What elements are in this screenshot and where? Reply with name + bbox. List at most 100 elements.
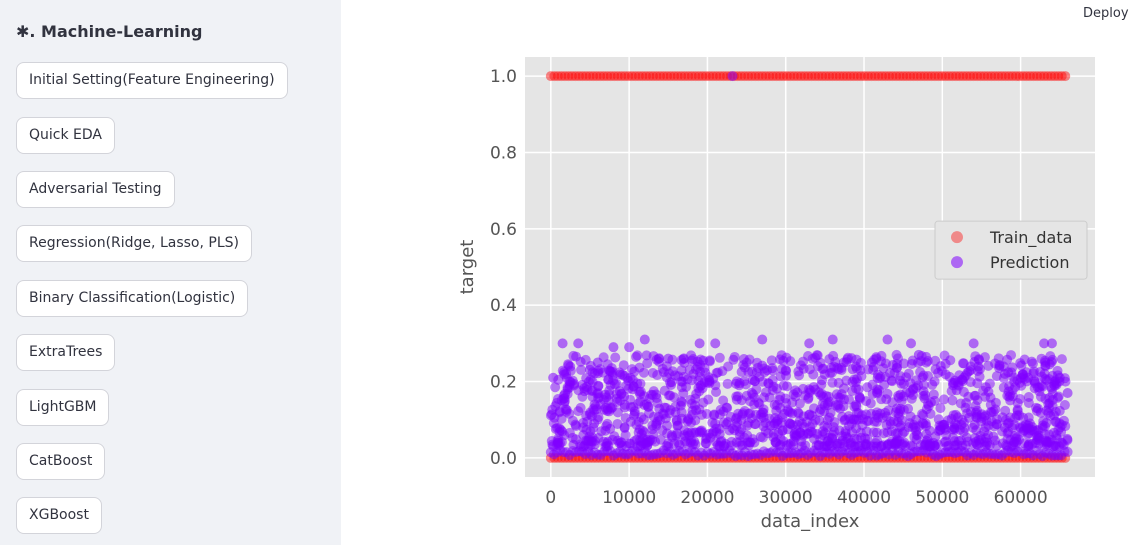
regression-button[interactable]: Regression(Ridge, Lasso, PLS)	[16, 225, 252, 262]
deploy-button[interactable]: Deploy	[1083, 6, 1129, 21]
prediction-point	[580, 439, 591, 450]
prediction-point	[1048, 427, 1059, 438]
train-point	[803, 71, 814, 82]
prediction-point	[1056, 354, 1067, 365]
prediction-point	[648, 411, 659, 422]
prediction-point	[614, 438, 625, 449]
prediction-point	[1035, 366, 1046, 377]
train-point	[623, 71, 634, 82]
prediction-point	[838, 401, 849, 412]
train-point	[605, 71, 616, 82]
train-point	[651, 71, 662, 82]
train-point	[602, 71, 613, 82]
train-point	[598, 71, 609, 82]
train-point	[690, 71, 701, 82]
prediction-point	[832, 438, 843, 449]
prediction-point	[939, 350, 950, 361]
train-point	[1032, 71, 1043, 82]
prediction-point	[683, 414, 694, 425]
train-point	[778, 71, 789, 82]
train-point	[686, 71, 697, 82]
prediction-point	[849, 374, 860, 385]
prediction-point	[1046, 338, 1057, 349]
train-point	[563, 71, 574, 82]
prediction-point	[667, 366, 678, 377]
prediction-point	[827, 334, 838, 345]
binary-classification-button[interactable]: Binary Classification(Logistic)	[16, 280, 249, 317]
train-point	[940, 71, 951, 82]
train-point	[891, 71, 902, 82]
prediction-point	[872, 373, 883, 384]
train-point	[965, 71, 976, 82]
quick-eda-button[interactable]: Quick EDA	[16, 117, 115, 154]
train-point	[1049, 71, 1060, 82]
prediction-point	[830, 356, 841, 367]
prediction-point	[948, 410, 959, 421]
prediction-point	[911, 375, 922, 386]
adversarial-testing-button[interactable]: Adversarial Testing	[16, 171, 175, 208]
prediction-point	[780, 365, 791, 376]
prediction-point	[819, 369, 830, 380]
prediction-point	[747, 375, 758, 386]
prediction-point	[628, 381, 639, 392]
catboost-button[interactable]: CatBoost	[16, 443, 106, 480]
prediction-point	[798, 356, 809, 367]
train-point	[810, 71, 821, 82]
train-point	[637, 71, 648, 82]
prediction-point	[971, 425, 982, 436]
prediction-point	[757, 407, 768, 418]
prediction-point	[571, 351, 582, 362]
prediction-point	[703, 394, 714, 405]
prediction-point	[934, 420, 945, 431]
train-point	[877, 71, 888, 82]
train-point	[1046, 71, 1057, 82]
train-point	[1053, 71, 1064, 82]
train-point	[1003, 71, 1014, 82]
prediction-point	[925, 408, 936, 419]
train-point	[693, 71, 704, 82]
train-point	[753, 71, 764, 82]
prediction-point	[833, 392, 844, 403]
lightgbm-button[interactable]: LightGBM	[16, 389, 110, 426]
initial-setting-button[interactable]: Initial Setting(Feature Engineering)	[16, 62, 288, 99]
x-tick-label: 20000	[680, 488, 734, 508]
train-point	[707, 71, 718, 82]
prediction-point	[593, 388, 604, 399]
train-point	[795, 71, 806, 82]
prediction-point	[1023, 441, 1034, 452]
prediction-point	[905, 411, 916, 422]
prediction-point	[575, 402, 586, 413]
prediction-point	[749, 399, 760, 410]
prediction-point	[627, 364, 638, 375]
prediction-point	[815, 404, 826, 415]
prediction-point	[913, 349, 924, 360]
prediction-point	[781, 352, 792, 363]
prediction-point	[880, 407, 891, 418]
y-ticks: 0.0 0.2 0.4 0.6 0.8 1.0	[490, 67, 517, 469]
train-point	[824, 71, 835, 82]
xgboost-button[interactable]: XGBoost	[16, 497, 102, 534]
sidebar: ✱. Machine-Learning Initial Setting(Feat…	[0, 0, 341, 545]
prediction-point	[868, 364, 879, 375]
prediction-point	[1054, 372, 1065, 383]
y-tick-label: 0.8	[490, 143, 517, 163]
prediction-point	[767, 365, 778, 376]
x-ticks: 0 10000 20000 30000 40000 50000 60000	[545, 488, 1047, 508]
prediction-point	[641, 399, 652, 410]
train-point	[926, 71, 937, 82]
train-point	[862, 71, 873, 82]
prediction-point	[557, 426, 568, 437]
y-axis-label: target	[457, 240, 478, 295]
extratrees-button[interactable]: ExtraTrees	[16, 334, 116, 371]
prediction-point	[663, 353, 674, 364]
prediction-point	[882, 334, 893, 345]
train-point	[986, 71, 997, 82]
train-point	[574, 71, 585, 82]
prediction-point	[915, 366, 926, 377]
prediction-point	[556, 413, 567, 424]
train-point	[781, 71, 792, 82]
prediction-point	[878, 428, 889, 439]
prediction-point	[570, 419, 581, 430]
prediction-point	[710, 338, 721, 349]
train-point	[764, 71, 775, 82]
